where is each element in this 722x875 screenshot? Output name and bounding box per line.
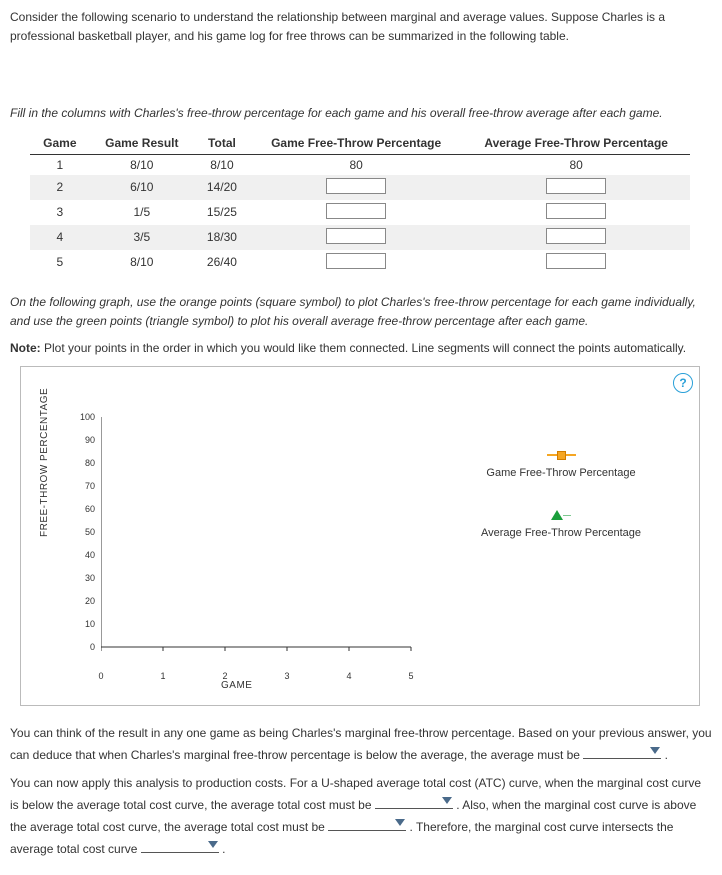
y-tick: 0 [71, 642, 95, 652]
col-game: Game [30, 132, 90, 155]
table-row: 18/108/108080 [30, 154, 690, 175]
table-row: 31/515/25 [30, 200, 690, 225]
aftp-input[interactable] [546, 253, 606, 269]
col-gftp: Game Free-Throw Percentage [250, 132, 462, 155]
table-cell [462, 175, 690, 200]
table-cell: 6/10 [90, 175, 194, 200]
table-cell: 26/40 [194, 250, 250, 275]
x-axis-label: GAME [221, 680, 252, 691]
help-button[interactable]: ? [673, 373, 693, 393]
table-cell: 14/20 [194, 175, 250, 200]
table-cell: 80 [250, 154, 462, 175]
col-total: Total [194, 132, 250, 155]
period1: . [661, 748, 668, 762]
y-axis-label: FREE-THROW PERCENTAGE [39, 388, 50, 537]
aftp-input[interactable] [546, 203, 606, 219]
plot-area[interactable]: 0102030405060708090100012345 [101, 417, 421, 667]
table-cell: 8/10 [90, 250, 194, 275]
table-cell: 3 [30, 200, 90, 225]
y-tick: 10 [71, 619, 95, 629]
y-tick: 100 [71, 412, 95, 422]
note-line: Note: Plot your points in the order in w… [10, 339, 712, 358]
table-cell [250, 225, 462, 250]
table-cell: 2 [30, 175, 90, 200]
legend-game-ftp[interactable]: Game Free-Throw Percentage [451, 449, 671, 479]
period2: . [219, 842, 226, 856]
table-cell: 15/25 [194, 200, 250, 225]
y-tick: 20 [71, 596, 95, 606]
square-icon [557, 451, 566, 460]
dropdown-avg-direction[interactable] [583, 743, 661, 759]
chart-panel[interactable]: ? FREE-THROW PERCENTAGE GAME 01020304050… [20, 366, 700, 706]
conclusion-2: You can now apply this analysis to produ… [10, 774, 712, 860]
graph-instruction: On the following graph, use the orange p… [10, 293, 712, 331]
y-tick: 50 [71, 527, 95, 537]
legend-avg-ftp[interactable]: — Average Free-Throw Percentage [451, 509, 671, 539]
gftp-input[interactable] [326, 253, 386, 269]
aftp-input[interactable] [546, 228, 606, 244]
table-cell: 4 [30, 225, 90, 250]
y-tick: 90 [71, 435, 95, 445]
table-row: 58/1026/40 [30, 250, 690, 275]
legend-tri-label: Average Free-Throw Percentage [451, 527, 671, 539]
x-tick: 5 [408, 671, 413, 681]
table-cell: 1/5 [90, 200, 194, 225]
table-cell: 1 [30, 154, 90, 175]
legend: Game Free-Throw Percentage — Average Fre… [451, 437, 671, 569]
table-cell [250, 200, 462, 225]
table-cell: 8/10 [90, 154, 194, 175]
y-tick: 30 [71, 573, 95, 583]
conclusion-1: You can think of the result in any one g… [10, 724, 712, 765]
y-tick: 60 [71, 504, 95, 514]
y-tick: 80 [71, 458, 95, 468]
x-tick: 3 [284, 671, 289, 681]
x-tick: 4 [346, 671, 351, 681]
col-result: Game Result [90, 132, 194, 155]
table-cell: 18/30 [194, 225, 250, 250]
x-tick: 2 [222, 671, 227, 681]
table-cell: 80 [462, 154, 690, 175]
table-cell [462, 200, 690, 225]
table-cell [250, 175, 462, 200]
dropdown-intersect[interactable] [141, 837, 219, 853]
freethrow-table: Game Game Result Total Game Free-Throw P… [30, 132, 690, 275]
dropdown-atc-below[interactable] [375, 793, 453, 809]
axes-svg [101, 417, 421, 667]
x-tick: 0 [98, 671, 103, 681]
table-cell: 5 [30, 250, 90, 275]
note-text: Plot your points in the order in which y… [41, 341, 686, 355]
table-cell [462, 250, 690, 275]
y-tick: 40 [71, 550, 95, 560]
fill-instruction: Fill in the columns with Charles's free-… [10, 104, 712, 123]
y-tick: 70 [71, 481, 95, 491]
gftp-input[interactable] [326, 203, 386, 219]
table-row: 43/518/30 [30, 225, 690, 250]
legend-sq-label: Game Free-Throw Percentage [451, 467, 671, 479]
gftp-input[interactable] [326, 178, 386, 194]
x-tick: 1 [160, 671, 165, 681]
table-row: 26/1014/20 [30, 175, 690, 200]
table-cell [462, 225, 690, 250]
table-cell [250, 250, 462, 275]
col-aftp: Average Free-Throw Percentage [462, 132, 690, 155]
triangle-icon [551, 510, 563, 520]
intro-text: Consider the following scenario to under… [10, 8, 712, 46]
gftp-input[interactable] [326, 228, 386, 244]
aftp-input[interactable] [546, 178, 606, 194]
dropdown-atc-above[interactable] [328, 815, 406, 831]
table-cell: 3/5 [90, 225, 194, 250]
note-label: Note: [10, 341, 41, 355]
table-cell: 8/10 [194, 154, 250, 175]
